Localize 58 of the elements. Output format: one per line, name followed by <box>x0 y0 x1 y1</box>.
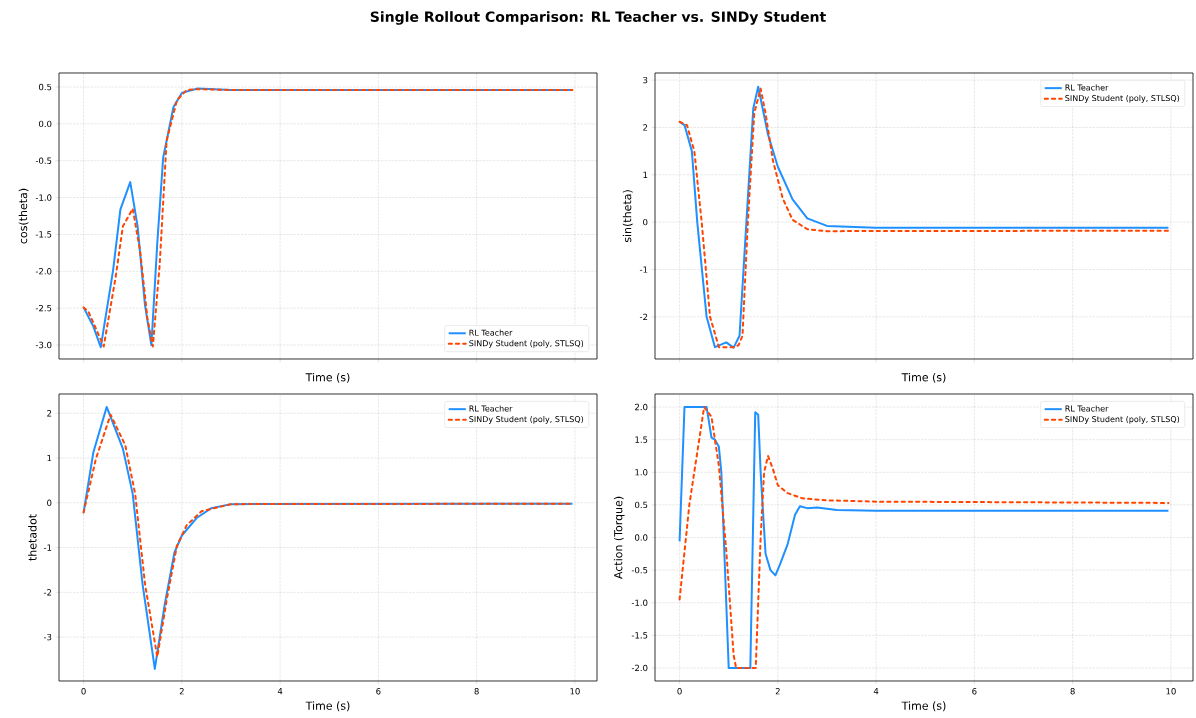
y-tick-label: -3 <box>43 633 52 641</box>
y-tick-label: 2.0 <box>635 403 648 411</box>
y-tick-label: -1.5 <box>35 231 52 238</box>
legend-label: RL Teacher <box>1065 405 1109 412</box>
y-axis-title: thetadot <box>28 514 37 561</box>
legend-label: RL Teacher <box>469 329 513 336</box>
x-tick-label: 4 <box>277 688 283 695</box>
y-tick-label: -2.0 <box>631 664 648 672</box>
x-tick-label: 0 <box>81 688 86 695</box>
y-tick-label: -1.0 <box>35 194 52 201</box>
x-tick-label: 10 <box>1166 688 1176 695</box>
y-tick-label: 0.5 <box>39 83 52 91</box>
y-tick-label: -1.5 <box>631 632 648 639</box>
x-tick-label: 6 <box>972 688 977 695</box>
y-tick-label: -2.5 <box>35 304 52 312</box>
y-tick-label: 1 <box>47 454 52 462</box>
legend-label: RL Teacher <box>1065 84 1109 91</box>
chart-title: Single Rollout Comparison: RL Teacher vs. SINDy Student <box>370 11 826 25</box>
y-tick-label: -3.0 <box>35 341 52 349</box>
y-tick-label: -1.0 <box>631 599 648 606</box>
y-tick-label: -0.5 <box>631 566 648 574</box>
legend-label: RL Teacher <box>469 405 513 412</box>
y-tick-label: 0.5 <box>635 501 648 509</box>
y-tick-label: -2 <box>639 313 648 321</box>
y-tick-label: -0.5 <box>35 157 52 164</box>
y-tick-label: -2.0 <box>35 268 52 275</box>
x-tick-label: 8 <box>474 688 479 695</box>
x-tick-label: 2 <box>179 688 184 695</box>
y-tick-label: -2 <box>43 589 52 596</box>
y-tick-label: 1.0 <box>635 469 648 476</box>
x-axis-title: Time (s) <box>901 372 946 383</box>
y-axis-title: sin(theta) <box>622 190 633 243</box>
y-tick-label: 0 <box>47 499 52 507</box>
y-tick-label: 2 <box>47 410 52 417</box>
x-axis-title: Time (s) <box>901 701 946 712</box>
x-tick-label: 10 <box>570 688 580 695</box>
y-tick-label: 3 <box>643 76 648 84</box>
legend-label: SINDy Student (poly, STLSQ) <box>1065 94 1180 103</box>
y-tick-label: 2 <box>643 124 648 131</box>
y-axis-title: Action (Torque) <box>613 496 625 579</box>
legend-label: SINDy Student (poly, STLSQ) <box>469 340 584 348</box>
legend-label: SINDy Student (poly, STLSQ) <box>469 415 584 424</box>
y-axis-title: cos(theta) <box>18 188 29 244</box>
y-tick-label: 0.0 <box>39 120 52 128</box>
x-tick-label: 4 <box>873 688 879 695</box>
y-tick-label: 0.0 <box>635 534 648 541</box>
y-tick-label: 1.5 <box>635 436 648 443</box>
y-tick-label: -1 <box>639 266 648 273</box>
x-tick-label: 8 <box>1070 688 1075 695</box>
x-tick-label: 2 <box>775 688 780 695</box>
y-tick-label: 0 <box>643 218 648 226</box>
x-tick-label: 0 <box>677 688 682 695</box>
x-axis-title: Time (s) <box>305 372 350 383</box>
y-tick-label: -1 <box>43 544 52 551</box>
x-tick-label: 6 <box>376 688 381 695</box>
x-axis-title: Time (s) <box>305 701 350 712</box>
y-tick-label: 1 <box>643 171 648 178</box>
legend-label: SINDy Student (poly, STLSQ) <box>1065 415 1180 424</box>
